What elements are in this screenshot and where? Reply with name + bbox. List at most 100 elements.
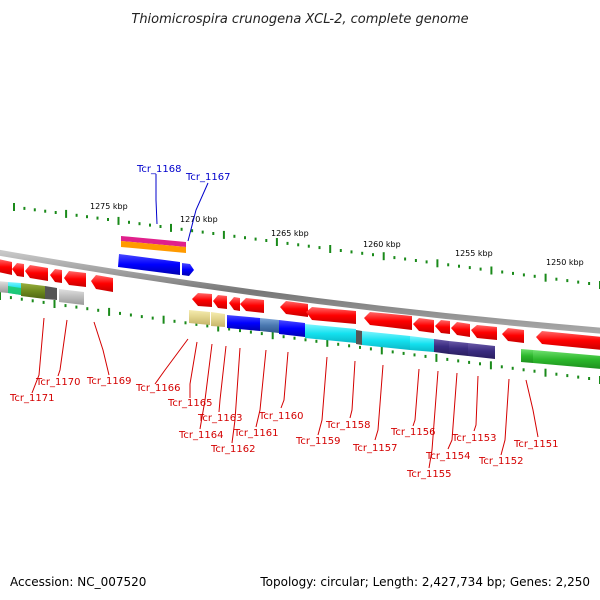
- label-tcr1166[interactable]: Tcr_1166: [135, 383, 180, 394]
- label-tcr1164[interactable]: Tcr_1164: [178, 430, 223, 441]
- gene-tcr1168[interactable]: [118, 254, 180, 275]
- scale-label-1250: 1250 kbp: [546, 258, 584, 267]
- label-tcr1169[interactable]: Tcr_1169: [86, 376, 131, 387]
- label-tcr1161[interactable]: Tcr_1161: [233, 428, 278, 439]
- leader-tcr1152: [500, 378, 510, 456]
- leader-tcr1171: [31, 317, 45, 394]
- scale-label-1255: 1255 kbp: [455, 249, 493, 258]
- leader-tcr1155: [428, 370, 439, 469]
- leader-tcr1159: [317, 356, 328, 436]
- gene-tcr1159[interactable]: [305, 324, 356, 343]
- label-tcr1159[interactable]: Tcr_1159: [295, 436, 340, 447]
- outer-tick-ring: [13, 203, 600, 289]
- label-tcr1163[interactable]: Tcr_1163: [197, 413, 242, 424]
- scale-label-1270: 1270 kbp: [180, 215, 218, 224]
- scale-labels: 1275 kbp 1270 kbp 1265 kbp 1260 kbp 1255…: [90, 202, 584, 267]
- label-tcr1155[interactable]: Tcr_1155: [406, 469, 451, 480]
- gene-left-5[interactable]: [64, 271, 86, 287]
- gene-left-3[interactable]: [25, 265, 48, 281]
- gene-labels: Tcr_1168 Tcr_1167 Tcr_1171 Tcr_1170 Tcr_…: [9, 164, 558, 480]
- gene-right-3[interactable]: [229, 297, 240, 311]
- gene-tcr1166[interactable]: [189, 310, 210, 325]
- gene-tcr1168-magenta[interactable]: [121, 236, 186, 247]
- leader-lines: [31, 174, 539, 469]
- label-tcr1153[interactable]: Tcr_1153: [451, 433, 496, 444]
- label-tcr1158[interactable]: Tcr_1158: [325, 420, 370, 431]
- gene-tcr1171-a[interactable]: [0, 281, 8, 293]
- gene-left-2[interactable]: [12, 263, 24, 277]
- label-tcr1162[interactable]: Tcr_1162: [210, 444, 255, 455]
- gene-tcr1161[interactable]: [260, 318, 279, 333]
- gene-tcr1157[interactable]: [362, 331, 410, 350]
- gene-right-12[interactable]: [502, 328, 524, 343]
- gene-tcr1151[interactable]: [521, 349, 533, 363]
- label-tcr1168[interactable]: Tcr_1168: [136, 164, 181, 175]
- leader-tcr1160: [280, 351, 289, 409]
- accession-text: Accession: NC_007520: [10, 575, 146, 589]
- scale-label-1260: 1260 kbp: [363, 240, 401, 249]
- gene-tcr1158[interactable]: [356, 330, 362, 345]
- label-tcr1154[interactable]: Tcr_1154: [425, 451, 470, 462]
- leader-tcr1157: [374, 364, 384, 441]
- gene-right-1[interactable]: [192, 293, 212, 307]
- label-tcr1171[interactable]: Tcr_1171: [9, 393, 54, 404]
- leader-tcr1151: [525, 379, 539, 438]
- leader-tcr1170: [57, 319, 68, 377]
- scale-label-1265: 1265 kbp: [271, 229, 309, 238]
- gene-right-2[interactable]: [213, 295, 227, 309]
- gene-tcr1169[interactable]: [59, 289, 84, 305]
- leader-tcr1162: [231, 347, 241, 444]
- leader-tcr1166: [154, 338, 189, 385]
- label-tcr1167[interactable]: Tcr_1167: [185, 172, 230, 183]
- gene-right-9[interactable]: [435, 320, 450, 334]
- scale-label-1275: 1275 kbp: [90, 202, 128, 211]
- gene-tcr1154[interactable]: [449, 341, 468, 356]
- gene-tcr1170[interactable]: [21, 283, 45, 299]
- label-tcr1160[interactable]: Tcr_1160: [258, 411, 303, 422]
- genome-backbone: [0, 249, 600, 334]
- gene-left-4[interactable]: [50, 269, 62, 283]
- gene-right-7[interactable]: [364, 312, 412, 330]
- gene-right-11[interactable]: [471, 325, 497, 340]
- gene-tcr1155[interactable]: [434, 339, 449, 354]
- gene-right-10[interactable]: [451, 322, 470, 337]
- leader-tcr1154: [447, 372, 458, 450]
- gene-right-5[interactable]: [280, 301, 308, 317]
- gene-tcr1165[interactable]: [211, 312, 225, 327]
- forward-strand-genes: [118, 236, 194, 276]
- leader-tcr1163: [218, 345, 227, 413]
- gene-tcr1156[interactable]: [410, 336, 434, 352]
- leader-tcr1158: [349, 360, 356, 419]
- leader-tcr1156: [412, 368, 420, 427]
- label-tcr1157[interactable]: Tcr_1157: [352, 443, 397, 454]
- gene-left-1[interactable]: [0, 259, 12, 275]
- leader-tcr1169: [93, 321, 110, 376]
- gene-tcr1163[interactable]: [227, 315, 260, 331]
- gene-tcr1171-b[interactable]: [8, 286, 21, 295]
- leader-tcr1168: [155, 174, 158, 225]
- leader-tcr1153: [473, 375, 479, 432]
- gene-tcr1153[interactable]: [468, 343, 495, 359]
- leader-tcr1164: [199, 343, 213, 430]
- label-tcr1156[interactable]: Tcr_1156: [390, 427, 435, 438]
- label-tcr1165[interactable]: Tcr_1165: [167, 398, 212, 409]
- summary-text: Topology: circular; Length: 2,427,734 bp…: [259, 575, 590, 589]
- gene-right-8[interactable]: [413, 318, 434, 333]
- reverse-strand-genes-right: [189, 293, 600, 369]
- label-tcr1170[interactable]: Tcr_1170: [35, 377, 80, 388]
- gene-tcr1168-orange[interactable]: [121, 241, 186, 253]
- gene-tcr1151-b[interactable]: [533, 350, 600, 369]
- gene-right-6[interactable]: [306, 307, 356, 324]
- label-tcr1151[interactable]: Tcr_1151: [513, 439, 558, 450]
- gene-tcr1167[interactable]: [182, 263, 194, 276]
- leader-tcr1161: [255, 349, 267, 428]
- gene-left-6[interactable]: [91, 275, 113, 292]
- label-tcr1152[interactable]: Tcr_1152: [478, 456, 523, 467]
- gene-tcr1170-b[interactable]: [45, 286, 57, 300]
- gene-tcr1160[interactable]: [279, 320, 305, 337]
- gene-right-13[interactable]: [536, 331, 600, 350]
- leader-tcr1165: [189, 341, 198, 398]
- gene-right-4[interactable]: [240, 298, 264, 313]
- map-title: Thiomicrospira crunogena XCL-2, complete…: [131, 12, 468, 27]
